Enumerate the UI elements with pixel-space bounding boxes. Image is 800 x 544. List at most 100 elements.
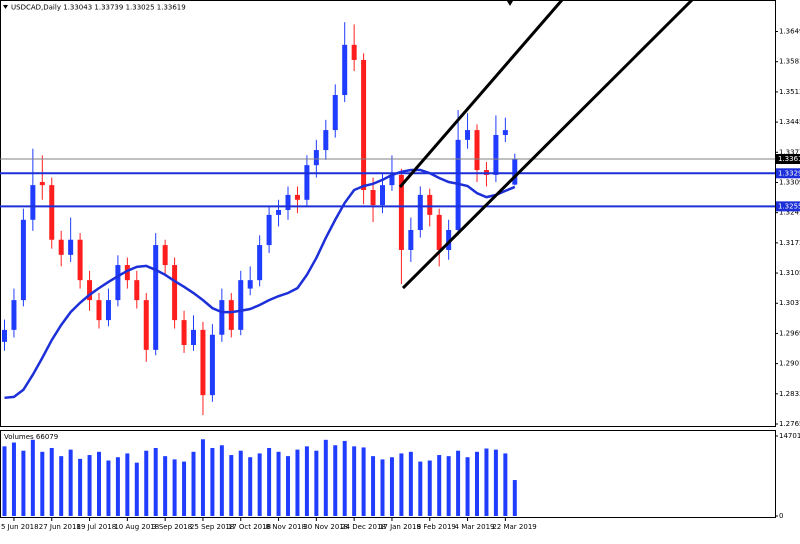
volume-bar [59, 456, 64, 516]
x-tick-label: 19 Jul 2018 [77, 523, 117, 531]
y-tick-label: 1.31730 [779, 239, 800, 247]
candle-body [115, 265, 121, 301]
volume-bar [11, 442, 16, 516]
candle-body [512, 158, 518, 185]
last-low: 1.33025 [126, 4, 155, 12]
price-tag-label: 1.32552 [778, 202, 800, 210]
volume-bar [352, 446, 357, 516]
volume-bar [191, 451, 196, 516]
candle-body [294, 194, 300, 200]
y-tick-label: 1.33770 [779, 148, 800, 156]
candle-body [58, 239, 64, 255]
candle-body [162, 245, 168, 266]
candle-body [30, 185, 36, 220]
candle-body [389, 174, 395, 186]
x-tick-label: 30 Nov 2018 [303, 523, 348, 531]
volume-bar [229, 455, 234, 516]
y-tick-label: 1.33090 [779, 178, 800, 186]
volume-bar [30, 439, 35, 516]
candle-body [143, 300, 149, 350]
candle-body [398, 174, 404, 250]
last-close: 1.33619 [157, 4, 186, 12]
volume-bar [210, 447, 215, 516]
volume-bar [248, 457, 253, 516]
y-tick-label: 147015 [779, 432, 800, 440]
candle-body [153, 245, 159, 350]
candle-body [304, 165, 310, 200]
trend-line [398, 0, 564, 188]
volume-title: Volumes [4, 433, 34, 441]
candle-body [313, 150, 319, 166]
y-tick-label: 1.31050 [779, 269, 800, 277]
volume-bar [493, 449, 498, 516]
candle-body [266, 214, 272, 246]
price-tag-label: 1.33619 [778, 155, 800, 163]
y-tick-label: 1.27650 [779, 420, 800, 428]
volume-bar [408, 451, 413, 516]
volume-bar [125, 453, 130, 516]
y-tick-label: 1.32410 [779, 209, 800, 217]
volume-bar [21, 450, 26, 516]
price-tag [776, 168, 800, 179]
x-tick-label: 8 Feb 2019 [417, 523, 456, 531]
x-tick-label: 3 Sep 2018 [152, 523, 192, 531]
volume-bar [49, 447, 54, 516]
last-high: 1.33739 [94, 4, 123, 12]
volume-bar [465, 457, 470, 516]
plot-area [0, 22, 775, 516]
volume-bar [437, 455, 442, 516]
volume-bar [503, 453, 508, 516]
y-tick-label: 1.34450 [779, 118, 800, 126]
candle-body [87, 280, 93, 301]
y-tick-label: 0 [779, 512, 783, 520]
volume-bar [295, 449, 300, 516]
x-tick-label: 22 Mar 2019 [492, 523, 536, 531]
volume-bar [153, 447, 158, 516]
candle-body [247, 280, 253, 289]
y-tick-label: 1.29010 [779, 360, 800, 368]
y-tick-label: 1.35130 [779, 88, 800, 96]
candle-body [465, 130, 471, 140]
volume-bar [314, 450, 319, 516]
candle-body [427, 194, 433, 215]
x-tick-label: 8 Nov 2018 [266, 523, 306, 531]
candle-body [96, 300, 102, 321]
price-panel [0, 0, 776, 427]
header-arrow [3, 5, 8, 9]
candle-body [323, 130, 329, 151]
candle-body [191, 329, 196, 345]
candle-body [257, 245, 263, 281]
candle-body [200, 329, 206, 396]
candle-body [77, 239, 83, 281]
volume-bar [342, 440, 347, 516]
x-tick-label: 27 Jun 2018 [39, 523, 81, 531]
candle-body [181, 320, 187, 345]
candle-body [361, 59, 367, 191]
volume-bar [163, 456, 168, 516]
volume-bar [286, 456, 290, 516]
candle-body [380, 185, 385, 206]
candle-body [134, 280, 140, 301]
volume-bar [257, 453, 262, 516]
candle-body [49, 185, 55, 240]
volume-bar [427, 460, 432, 516]
volume-bar [144, 450, 149, 516]
candle-body [238, 280, 244, 330]
candle-body [172, 265, 178, 321]
candle-body [408, 229, 414, 250]
y-tick-label: 1.28330 [779, 390, 800, 398]
volume-bar [97, 451, 101, 516]
candle-body [474, 130, 480, 171]
candle-body [351, 44, 357, 60]
candle-body [285, 194, 291, 211]
x-tick-label: 17 Oct 2018 [228, 523, 271, 531]
candle-body [332, 95, 338, 131]
candle-body [342, 44, 348, 96]
candle-body [39, 182, 45, 186]
volume-bar [87, 455, 92, 516]
volume-bar [446, 456, 451, 516]
chart-header: USDCAD,Daily 1.33043 1.33739 1.33025 1.3… [11, 4, 186, 12]
candle-body [68, 239, 74, 255]
